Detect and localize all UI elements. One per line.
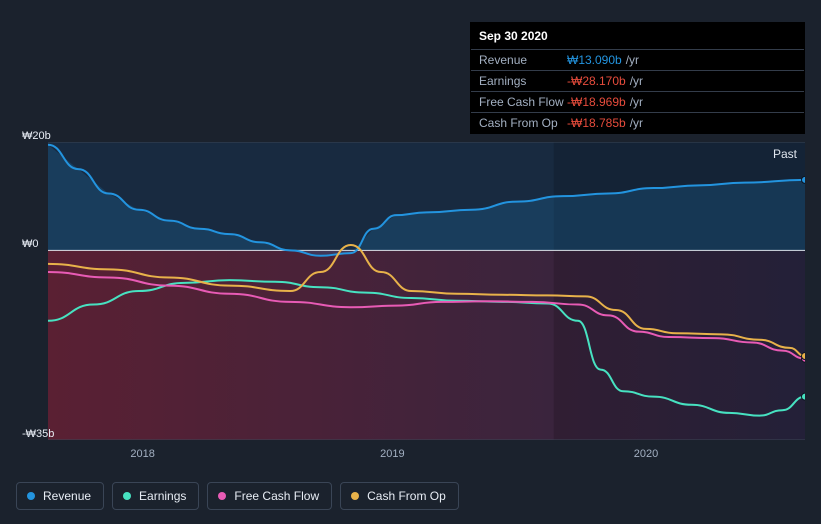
legend-dot [123,492,131,500]
tooltip: Sep 30 2020 Revenue₩13.090b/yrEarnings-₩… [470,22,805,134]
legend-label: Revenue [43,489,91,503]
tooltip-row-suffix: /yr [626,53,639,67]
legend-dot [27,492,35,500]
tooltip-rows: Revenue₩13.090b/yrEarnings-₩28.170b/yrFr… [471,49,804,133]
x-tick-label: 2019 [380,448,404,460]
legend: Revenue Earnings Free Cash Flow Cash From O… [16,482,459,510]
tooltip-row: Earnings-₩28.170b/yr [471,70,804,91]
y-tick-label: ₩0 [22,238,39,250]
legend-label: Cash From Op [367,489,446,503]
legend-item[interactable]: Free Cash Flow [207,482,332,510]
tooltip-row-value: -₩18.785b [567,116,626,130]
legend-item[interactable]: Earnings [112,482,199,510]
legend-dot [218,492,226,500]
tooltip-row: Free Cash Flow-₩18.969b/yr [471,91,804,112]
tooltip-row-label: Revenue [479,53,567,67]
tooltip-row-label: Earnings [479,74,567,88]
legend-dot [351,492,359,500]
tooltip-row: Cash From Op-₩18.785b/yr [471,112,804,133]
tooltip-row: Revenue₩13.090b/yr [471,49,804,70]
y-tick-label: ₩20b [22,130,51,142]
chart-plot [48,142,805,440]
tooltip-row-suffix: /yr [630,74,643,88]
tooltip-row-label: Cash From Op [479,116,567,130]
tooltip-row-value: ₩13.090b [567,53,622,67]
legend-item[interactable]: Cash From Op [340,482,459,510]
tooltip-row-suffix: /yr [630,116,643,130]
legend-label: Earnings [139,489,186,503]
tooltip-date: Sep 30 2020 [471,23,804,49]
tooltip-row-label: Free Cash Flow [479,95,567,109]
tooltip-row-suffix: /yr [630,95,643,109]
x-tick-label: 2020 [634,448,658,460]
past-label: Past [773,147,797,161]
chart-container: Sep 30 2020 Revenue₩13.090b/yrEarnings-₩… [0,0,821,524]
legend-item[interactable]: Revenue [16,482,104,510]
x-tick-label: 2018 [130,448,154,460]
legend-label: Free Cash Flow [234,489,319,503]
tooltip-row-value: -₩28.170b [567,74,626,88]
tooltip-row-value: -₩18.969b [567,95,626,109]
y-tick-label: -₩35b [22,428,54,440]
